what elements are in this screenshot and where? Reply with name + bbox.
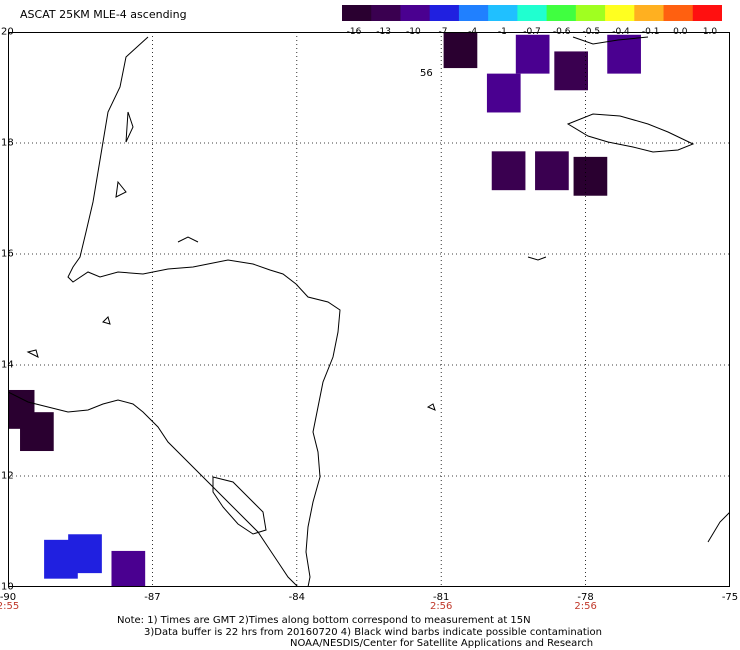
latitude-label: 14 [1,359,14,371]
value-cell [68,534,102,574]
value-cell [443,32,478,69]
note-line-1: Note: 1) Times are GMT 2)Times along bot… [117,615,531,626]
colorbar-segment [575,5,606,21]
yucatan-coast [67,36,341,587]
latitude-label: 10 [1,581,14,593]
latitude-label: 16 [1,248,14,260]
map-frame [8,32,730,587]
colorbar-segment [429,5,460,21]
map-title: ASCAT 25KM MLE-4 ascending [20,8,187,21]
honduras-coast [8,391,299,587]
colorbar-segment [488,5,518,21]
pass-time-label: 2:56 [574,601,597,612]
colorbar-segment [400,5,431,21]
cuba-coast [572,36,649,45]
value-cell [491,151,526,191]
colorbar-segment [546,5,577,21]
lake-nicaragua [212,476,267,535]
latitude-label: 18 [1,137,14,149]
latitude-label: 20 [1,26,14,38]
colorbar-segment [517,5,548,21]
colorbar-segment [342,5,372,21]
note-line-2: 3)Data buffer is 22 hrs from 20160720 4)… [144,627,602,638]
note-line-3: NOAA/NESDIS/Center for Satellite Applica… [290,638,594,649]
map-panel: 56 [8,32,730,587]
longitude-label: -78 [577,592,594,603]
value-cell [20,412,54,452]
value-cell [554,51,589,91]
pass-time-label: 2:55 [0,601,20,612]
coastline [8,36,730,587]
wind-value-cells [8,32,641,587]
value-cell [486,73,521,113]
colorbar-segment [458,5,489,21]
value-cell [535,151,569,191]
colorbar-segment [605,5,635,21]
colorbar [342,5,722,21]
longitude-label: -84 [288,592,305,603]
colorbar-segment [692,5,722,21]
hispaniola-coast [707,511,730,543]
latitude-label: 12 [1,470,14,482]
longitude-label: -87 [144,592,161,603]
pass-time-label: 2:56 [429,601,453,612]
small-islands [26,111,547,411]
value-cell [111,550,146,587]
value-cell [515,34,550,74]
colorbar-segment [371,5,401,21]
colorbar-segment [663,5,694,21]
colorbar-segment [634,5,665,21]
jamaica [566,113,695,153]
longitude-label: -81 [433,592,450,603]
map-value-label: 56 [420,68,433,79]
lat-lon-grid [8,32,730,587]
longitude-label: -90 [0,592,17,603]
value-cell [573,156,608,196]
longitude-label: -75 [721,592,739,603]
